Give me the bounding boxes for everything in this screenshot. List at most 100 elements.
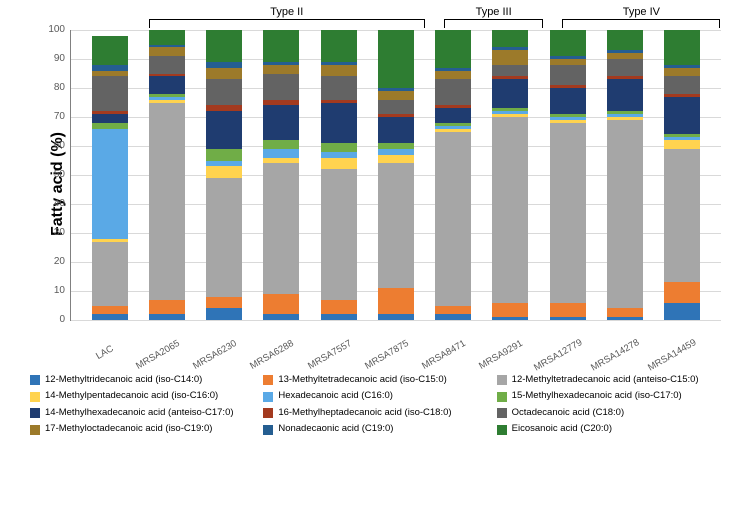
y-tick-label: 80 (45, 83, 65, 93)
x-tick-label: MRSA6230 (191, 338, 239, 372)
legend-item: 16-Methylheptadecanoic acid (iso-C18:0) (263, 408, 486, 418)
x-tick-label: MRSA7875 (363, 338, 411, 372)
bar-segment (263, 140, 299, 149)
bar-segment (206, 297, 242, 309)
y-tick-label: 0 (45, 315, 65, 325)
bar-segment (492, 117, 528, 303)
legend-swatch (497, 392, 507, 402)
bar-segment (378, 163, 414, 288)
bar: MRSA9291 (492, 30, 528, 320)
bar-segment (92, 306, 128, 315)
bar-segment (492, 79, 528, 108)
bar-segment (664, 30, 700, 65)
group-bracket: Type IV (562, 19, 720, 28)
legend-swatch (263, 375, 273, 385)
bar-segment (435, 132, 471, 306)
bar-segment (149, 300, 185, 315)
bar-segment (149, 47, 185, 56)
legend-label: Octadecanoic acid (C18:0) (512, 408, 624, 418)
bar-segment (263, 314, 299, 320)
y-tick-label: 20 (45, 257, 65, 267)
bar-segment (206, 111, 242, 149)
bar-segment (263, 163, 299, 294)
group-bracket-label: Type II (149, 6, 425, 18)
bar: MRSA12779 (550, 30, 586, 320)
legend-swatch (30, 425, 40, 435)
y-tick-label: 60 (45, 141, 65, 151)
bar-segment (550, 317, 586, 320)
x-tick-label: MRSA7557 (306, 338, 354, 372)
bar-segment (149, 314, 185, 320)
bar-segment (206, 79, 242, 105)
y-tick-label: 90 (45, 54, 65, 64)
x-tick-label: MRSA2065 (134, 338, 182, 372)
bar-segment (263, 30, 299, 62)
bar-segment (435, 30, 471, 68)
bar-segment (550, 30, 586, 56)
legend-label: Nonadecaonic acid (C19:0) (278, 424, 393, 434)
bar-segment (263, 149, 299, 158)
bar-segment (92, 242, 128, 306)
legend-swatch (497, 425, 507, 435)
group-bracket-label: Type III (444, 6, 543, 18)
group-bracket-label: Type IV (562, 6, 720, 18)
y-tick-label: 40 (45, 199, 65, 209)
bar-segment (664, 282, 700, 302)
bar-segment (321, 300, 357, 315)
bar-segment (206, 178, 242, 297)
bar: MRSA2065 (149, 30, 185, 320)
bar-segment (263, 105, 299, 140)
bar-segment (435, 314, 471, 320)
legend-swatch (30, 375, 40, 385)
bar-segment (206, 149, 242, 161)
legend-item: Nonadecaonic acid (C19:0) (263, 424, 486, 434)
bar-segment (321, 103, 357, 144)
bar: MRSA6288 (263, 30, 299, 320)
bar-segment (492, 303, 528, 318)
x-tick-label: MRSA14278 (589, 337, 641, 373)
legend-swatch (263, 408, 273, 418)
bar-segment (664, 140, 700, 149)
legend-label: 14-Methylpentadecanoic acid (iso-C16:0) (45, 391, 218, 401)
bar: MRSA7557 (321, 30, 357, 320)
bar-segment (92, 76, 128, 111)
bar: MRSA14459 (664, 30, 700, 320)
bar-segment (206, 166, 242, 178)
legend-swatch (263, 425, 273, 435)
legend-swatch (497, 408, 507, 418)
legend-item: Hexadecanoic acid (C16:0) (263, 391, 486, 401)
bar-segment (149, 76, 185, 93)
legend-item: 14-Methylpentadecanoic acid (iso-C16:0) (30, 391, 253, 401)
bar-segment (378, 314, 414, 320)
legend-item: 15-Methylhexadecanoic acid (iso-C17:0) (497, 391, 720, 401)
bar-segment (378, 100, 414, 115)
legend-swatch (30, 408, 40, 418)
bar-segment (92, 314, 128, 320)
bar-segment (149, 56, 185, 73)
bar-segment (435, 108, 471, 123)
bar-segment (550, 303, 586, 318)
bar-segment (435, 306, 471, 315)
bar: MRSA7875 (378, 30, 414, 320)
legend-label: 16-Methylheptadecanoic acid (iso-C18:0) (278, 408, 451, 418)
bar-segment (321, 30, 357, 62)
legend-label: 15-Methylhexadecanoic acid (iso-C17:0) (512, 391, 682, 401)
chart-area: LACMRSA2065MRSA6230MRSA6288MRSA7557MRSA7… (70, 30, 721, 321)
group-bracket: Type III (444, 19, 543, 28)
legend-item: 13-Methyltetradecanoic acid (iso-C15:0) (263, 375, 486, 385)
legend-label: 17-Methyloctadecanoic acid (iso-C19:0) (45, 424, 212, 434)
legend-item: 17-Methyloctadecanoic acid (iso-C19:0) (30, 424, 253, 434)
legend-swatch (263, 392, 273, 402)
legend-swatch (30, 392, 40, 402)
x-tick-label: MRSA14459 (646, 337, 698, 373)
y-tick-label: 10 (45, 286, 65, 296)
legend-item: 12-Methyltridecanoic acid (iso-C14:0) (30, 375, 253, 385)
bar-segment (664, 68, 700, 77)
bar-segment (664, 76, 700, 93)
bar: LAC (92, 30, 128, 320)
group-brackets: Type II Type III Type IV (70, 5, 720, 25)
bar-segment (550, 123, 586, 303)
legend-item: 12-Methyltetradecanoic acid (anteiso-C15… (497, 375, 720, 385)
bar-segment (321, 314, 357, 320)
legend-label: 12-Methyltetradecanoic acid (anteiso-C15… (512, 375, 699, 385)
